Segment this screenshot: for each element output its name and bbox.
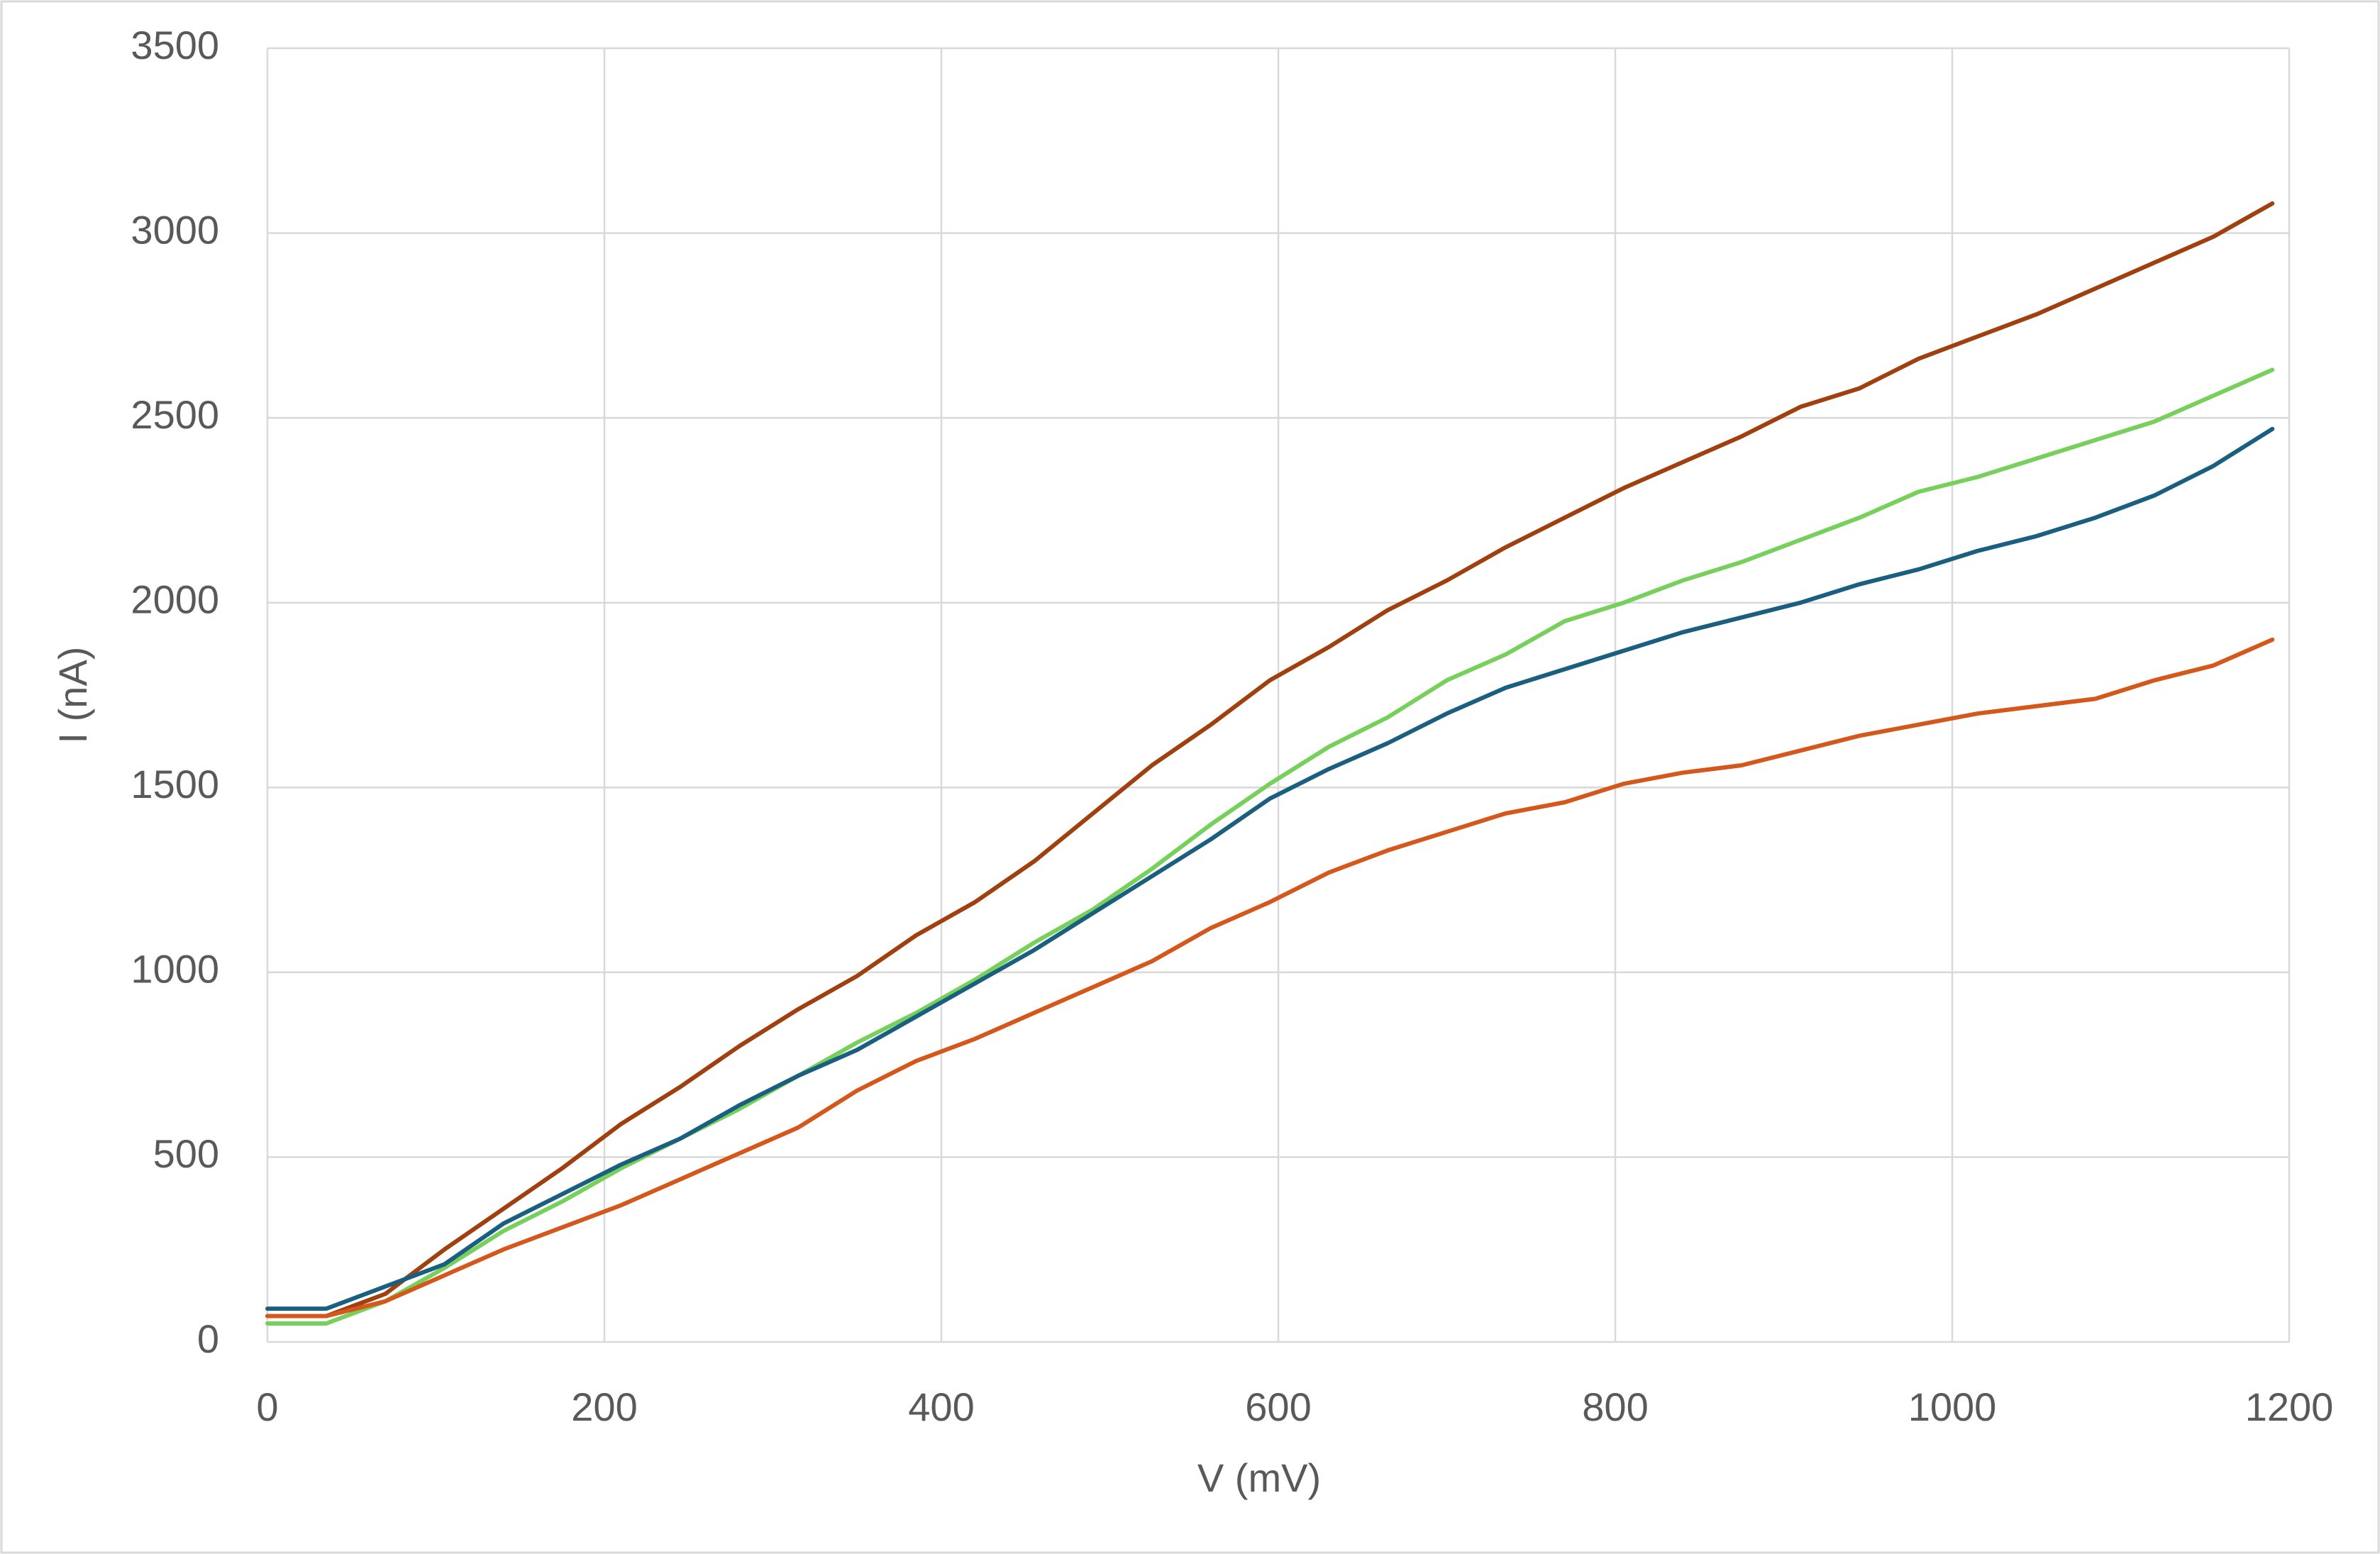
y-tick-label: 2000 bbox=[131, 577, 219, 622]
y-tick-label: 500 bbox=[153, 1131, 219, 1176]
data-line bbox=[265, 637, 2275, 1319]
x-tick-label: 200 bbox=[571, 1384, 637, 1429]
x-tick-label: 400 bbox=[908, 1384, 974, 1429]
y-tick-label: 3500 bbox=[131, 23, 219, 67]
x-tick-label: 0 bbox=[256, 1384, 278, 1429]
y-tick-label: 1500 bbox=[131, 762, 219, 806]
y-tick-label: 1000 bbox=[131, 947, 219, 992]
data-line bbox=[265, 367, 2275, 1326]
x-tick-label: 600 bbox=[1245, 1384, 1311, 1429]
x-tick-label: 1200 bbox=[2245, 1384, 2334, 1429]
x-tick-label: 1000 bbox=[1908, 1384, 1997, 1429]
y-tick-label: 3000 bbox=[131, 207, 219, 252]
y-axis-title: I (nA) bbox=[50, 647, 95, 744]
y-tick-label: 0 bbox=[197, 1316, 219, 1361]
data-line bbox=[265, 426, 2275, 1311]
x-tick-label: 800 bbox=[1582, 1384, 1648, 1429]
x-axis-title: V (mV) bbox=[1197, 1455, 1321, 1500]
y-tick-label: 2500 bbox=[131, 392, 219, 437]
data-line bbox=[265, 201, 2275, 1319]
